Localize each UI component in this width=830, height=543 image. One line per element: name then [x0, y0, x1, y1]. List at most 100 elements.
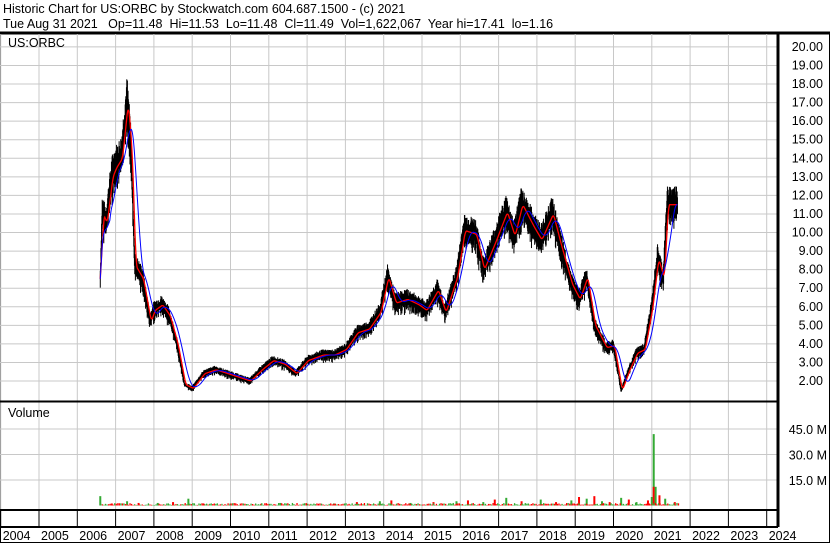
volume-bar: [382, 503, 384, 506]
volume-bar: [664, 504, 666, 506]
volume-bar: [647, 504, 649, 506]
volume-bar: [172, 504, 174, 506]
price-tick-label: 19.00: [792, 58, 823, 72]
volume-bar: [287, 503, 289, 506]
volume-bar: [598, 504, 600, 506]
volume-bar: [650, 504, 652, 506]
volume-bar: [255, 503, 257, 506]
volume-bar: [228, 504, 231, 506]
volume-bar: [213, 503, 215, 506]
volume-bar: [241, 503, 243, 506]
volume-bar: [510, 504, 513, 506]
volume-bar: [294, 504, 297, 506]
volume-bar: [664, 498, 667, 506]
price-tick-label: 3.00: [799, 355, 823, 369]
volume-bar: [392, 504, 395, 506]
volume-bar: [187, 498, 190, 506]
volume-bar: [104, 503, 107, 506]
year-tick-label: 2020: [616, 529, 644, 543]
volume-bar: [414, 503, 416, 506]
year-tick-label: 2017: [501, 529, 529, 543]
year-tick-label: 2008: [156, 529, 184, 543]
volume-bar: [285, 503, 287, 506]
volume-bar: [523, 504, 525, 506]
volume-bar: [288, 503, 291, 506]
volume-bar: [158, 503, 160, 506]
volume-bar: [403, 504, 405, 506]
volume-bar: [455, 503, 458, 506]
volume-bar: [618, 504, 620, 506]
volume-bar: [592, 504, 594, 506]
year-tick-label: 2022: [692, 529, 720, 543]
volume-bar: [495, 504, 497, 506]
volume-bar: [595, 504, 597, 506]
volume-bar: [570, 504, 572, 506]
volume-bar: [582, 504, 585, 506]
volume-bar: [627, 499, 630, 506]
volume-bar: [411, 503, 413, 506]
volume-bar: [585, 503, 588, 506]
volume-bar: [259, 504, 261, 506]
volume-bar: [402, 504, 404, 506]
year-tick-label: 2015: [424, 529, 452, 543]
volume-bar: [481, 504, 484, 506]
volume-bar: [310, 503, 312, 506]
volume-bar: [608, 502, 611, 506]
volume-bar: [671, 504, 674, 506]
volume-bar: [422, 504, 424, 506]
volume-bar: [330, 503, 332, 506]
volume-bar: [467, 504, 470, 506]
volume-bar: [281, 503, 283, 506]
volume-bar: [291, 502, 294, 506]
volume-bar: [400, 504, 402, 506]
volume-bar: [205, 503, 208, 506]
volume-bar: [425, 504, 427, 506]
volume-bar: [429, 503, 431, 506]
volume-bar: [444, 503, 447, 506]
year-tick-label: 2011: [271, 529, 298, 543]
volume-bar: [490, 504, 493, 506]
volume-bar: [677, 503, 680, 506]
volume-bar: [209, 503, 211, 506]
volume-bar: [132, 504, 134, 506]
volume-bar: [360, 503, 363, 506]
volume-bar: [484, 503, 487, 506]
volume-bar: [405, 503, 407, 506]
volume-bar: [256, 504, 258, 506]
volume-bar: [558, 503, 560, 506]
volume-bar: [218, 504, 220, 506]
volume-bar: [653, 503, 655, 506]
volume-bar: [482, 502, 485, 506]
volume-bar: [673, 502, 676, 506]
volume-bar: [676, 502, 678, 506]
volume-bar: [357, 503, 359, 506]
volume-bar: [434, 504, 436, 506]
volume-bar: [530, 503, 533, 506]
short-moving-average: [99, 109, 678, 389]
volume-bar: [611, 504, 614, 506]
volume-bar: [325, 504, 327, 506]
volume-bar: [270, 503, 272, 506]
volume-bar: [432, 503, 435, 506]
volume-bar: [146, 504, 148, 506]
price-tick-label: 2.00: [799, 374, 823, 388]
volume-bar: [654, 503, 657, 506]
volume-bar: [345, 503, 347, 506]
volume-bar: [307, 503, 309, 506]
volume-bar: [624, 504, 626, 506]
volume-bar: [466, 504, 468, 506]
volume-bar: [472, 503, 474, 506]
volume-bar: [244, 503, 246, 506]
volume-bar: [388, 503, 390, 506]
volume-bar: [339, 504, 341, 506]
chart-title: Historic Chart for US:ORBC by Stockwatch…: [3, 2, 406, 16]
volume-bar: [314, 504, 317, 506]
price-tick-label: 6.00: [799, 300, 823, 314]
volume-bar: [313, 503, 315, 506]
volume-bar: [674, 504, 677, 506]
volume-bar: [216, 503, 219, 506]
volume-bar: [118, 503, 120, 506]
volume-bar: [454, 504, 456, 506]
volume-bar: [438, 503, 441, 506]
volume-bar: [193, 503, 196, 506]
